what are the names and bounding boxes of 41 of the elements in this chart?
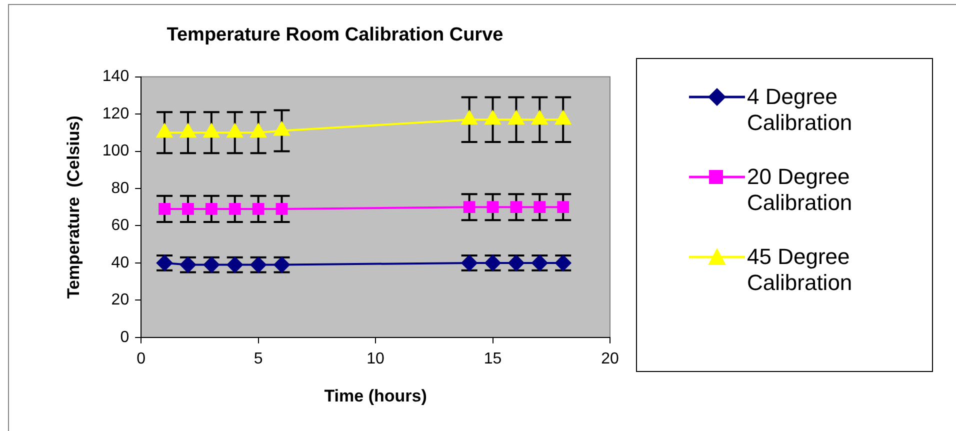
point [226,124,243,138]
point [252,203,264,215]
point [180,124,196,138]
point [250,124,266,138]
point [532,110,548,125]
point [484,110,501,125]
legend-label: 20 Degree Calibration [747,164,854,216]
x-tick-label: 0 [136,350,146,368]
legend-label: 4 Degree Calibration [747,84,854,136]
point [276,203,288,215]
legend-label: 45 Degree Calibration [747,244,854,296]
y-tick-label: 60 [111,217,130,234]
point [204,124,220,138]
x-tick-label: 20 [601,350,619,368]
point [156,124,172,138]
point [228,203,241,215]
point [534,201,546,214]
point [508,110,524,125]
y-axis-title: Temperature (Celsius) [64,116,83,299]
x-tick-label: 10 [366,350,385,368]
point [510,201,522,214]
point [461,110,478,125]
y-tick-label: 80 [111,180,130,197]
point [158,203,170,215]
point [557,201,570,214]
point [486,201,499,214]
x-tick-label: 15 [484,350,502,368]
point [182,203,194,215]
y-tick-label: 0 [120,328,130,346]
point [205,203,218,215]
y-tick-label: 140 [102,68,130,86]
y-tick-label: 20 [111,292,130,309]
y-tick-label: 100 [102,142,130,160]
point [555,110,572,125]
point [463,201,476,214]
y-tick-label: 120 [102,105,130,122]
chart-title: Temperature Room Calibration Curve [166,24,504,46]
x-axis-title: Time (hours) [324,386,427,406]
x-tick-label: 5 [254,350,263,368]
point [274,122,290,136]
y-tick-label: 40 [111,254,130,272]
